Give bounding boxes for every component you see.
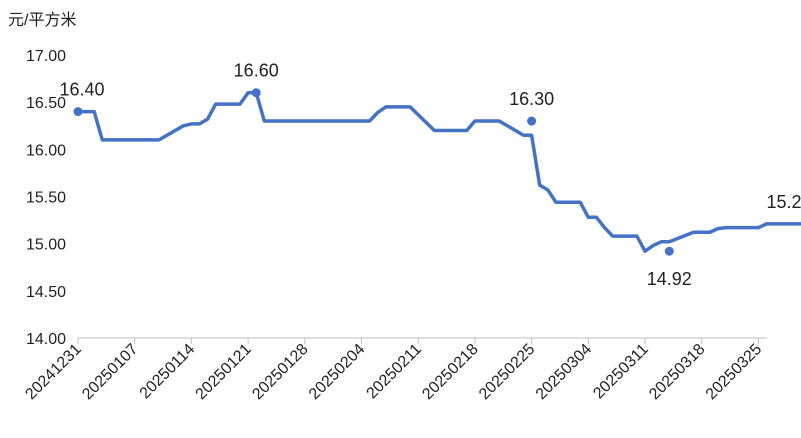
annotation-label: 15.21 bbox=[766, 192, 801, 212]
y-tick-label: 17.00 bbox=[26, 48, 66, 65]
y-tick-label: 14.00 bbox=[26, 331, 66, 348]
x-tick-label: 20241231 bbox=[22, 341, 84, 403]
annotation-markers bbox=[73, 88, 674, 256]
annotation-labels: 16.40 16.60 16.30 14.92 15.21 bbox=[59, 61, 801, 289]
annotation-label: 16.30 bbox=[509, 89, 554, 109]
x-tick-label: 20250204 bbox=[306, 341, 368, 403]
x-tick-label: 20250114 bbox=[137, 341, 199, 403]
x-axis-ticks: 2024123120250107202501142025012120250128… bbox=[22, 338, 765, 403]
x-tick-label: 20250304 bbox=[533, 341, 595, 403]
x-tick-label: 20250121 bbox=[193, 341, 255, 403]
annotation-marker bbox=[73, 107, 83, 117]
annotation-marker bbox=[251, 88, 261, 98]
x-tick-label: 20250318 bbox=[646, 341, 708, 403]
x-tick-label: 20250218 bbox=[419, 341, 481, 403]
y-tick-label: 16.50 bbox=[26, 95, 66, 112]
x-tick-label: 20250211 bbox=[364, 341, 426, 403]
y-tick-label: 14.50 bbox=[26, 284, 66, 301]
x-tick-label: 20250225 bbox=[476, 341, 538, 403]
price-series-line bbox=[76, 90, 801, 253]
annotation-label: 16.60 bbox=[234, 61, 279, 81]
y-axis-ticks: 14.00 14.50 15.00 15.50 16.00 16.50 17.00 bbox=[26, 48, 66, 348]
x-tick-label: 20250311 bbox=[590, 341, 652, 403]
annotation-marker bbox=[527, 116, 537, 126]
annotation-label: 16.40 bbox=[59, 80, 104, 100]
y-tick-label: 16.00 bbox=[26, 142, 66, 159]
x-tick-label: 20250107 bbox=[79, 341, 141, 403]
y-tick-label: 15.00 bbox=[26, 237, 66, 254]
x-tick-label: 20250325 bbox=[703, 341, 765, 403]
annotation-label: 14.92 bbox=[647, 269, 692, 289]
annotation-marker bbox=[664, 246, 674, 256]
y-unit-label: 元/平方米 bbox=[8, 12, 77, 29]
x-tick-label: 20250128 bbox=[249, 341, 311, 403]
y-tick-label: 15.50 bbox=[26, 190, 66, 207]
